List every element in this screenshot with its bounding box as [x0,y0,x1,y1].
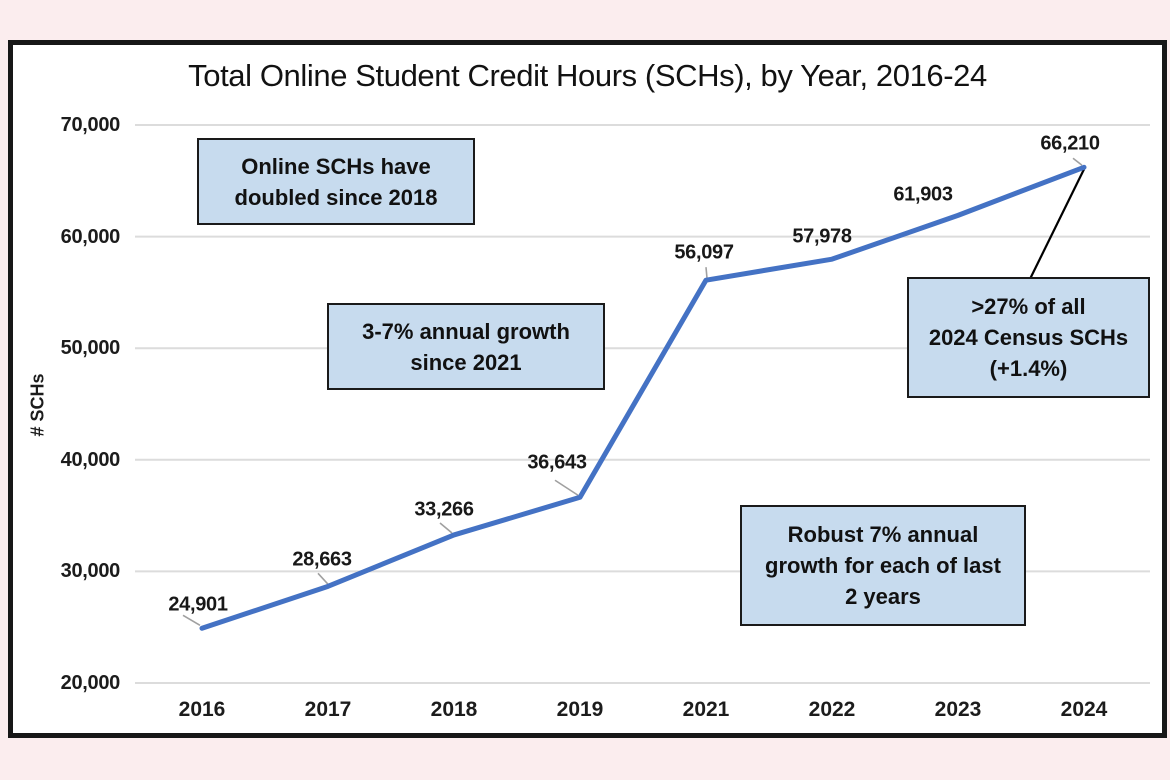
chart-title: Total Online Student Credit Hours (SCHs)… [188,58,987,93]
annotation-box: Online SCHs have doubled since 2018 [197,138,475,225]
y-tick-label: 20,000 [60,672,121,694]
annotation-text: 2024 Census SCHs [928,325,1129,350]
y-tick-label: 30,000 [60,560,121,583]
x-tick-label: 2018 [430,698,478,721]
data-point-label: 61,903 [893,183,953,206]
annotation-text: doubled since 2018 [234,184,438,210]
annotation-text: (+1.4%) [989,356,1068,381]
data-point-label: 66,210 [1040,132,1100,155]
annotation-box: >27% of all 2024 Census SCHs (+1.4%) [907,277,1150,398]
x-tick-label: 2016 [178,698,226,721]
y-tick-label: 50,000 [60,337,121,360]
x-tick-label: 2024 [1060,698,1108,721]
annotation-text: 2 years [845,584,921,609]
data-point-label: 56,097 [674,241,734,264]
annotation-text: 3-7% annual growth [362,318,570,344]
x-tick-label: 2019 [556,698,604,721]
annotation-text: since 2021 [410,349,522,375]
x-tick-label: 2022 [808,698,856,721]
y-tick-label: 40,000 [60,448,121,471]
data-point-label: 57,978 [792,225,852,248]
annotation-box: 3-7% annual growth since 2021 [327,303,605,390]
data-point-label: 33,266 [414,498,474,521]
annotation-box: Robust 7% annual growth for each of last 2… [740,505,1026,626]
y-tick-label: 70,000 [60,114,121,136]
annotation-text: >27% of all [971,294,1086,319]
y-axis-title: # SCHs [27,373,48,437]
data-point-label: 36,643 [527,451,587,474]
y-tick-label: 60,000 [60,225,121,248]
x-tick-label: 2021 [682,698,730,721]
data-point-label: 28,663 [292,548,352,571]
x-tick-label: 2023 [934,698,982,721]
x-tick-label: 2017 [304,698,352,721]
annotation-text: Robust 7% annual [787,522,979,547]
data-point-label: 24,901 [168,593,228,616]
annotation-text: growth for each of last [765,553,1001,578]
annotation-text: Online SCHs have [241,153,431,179]
